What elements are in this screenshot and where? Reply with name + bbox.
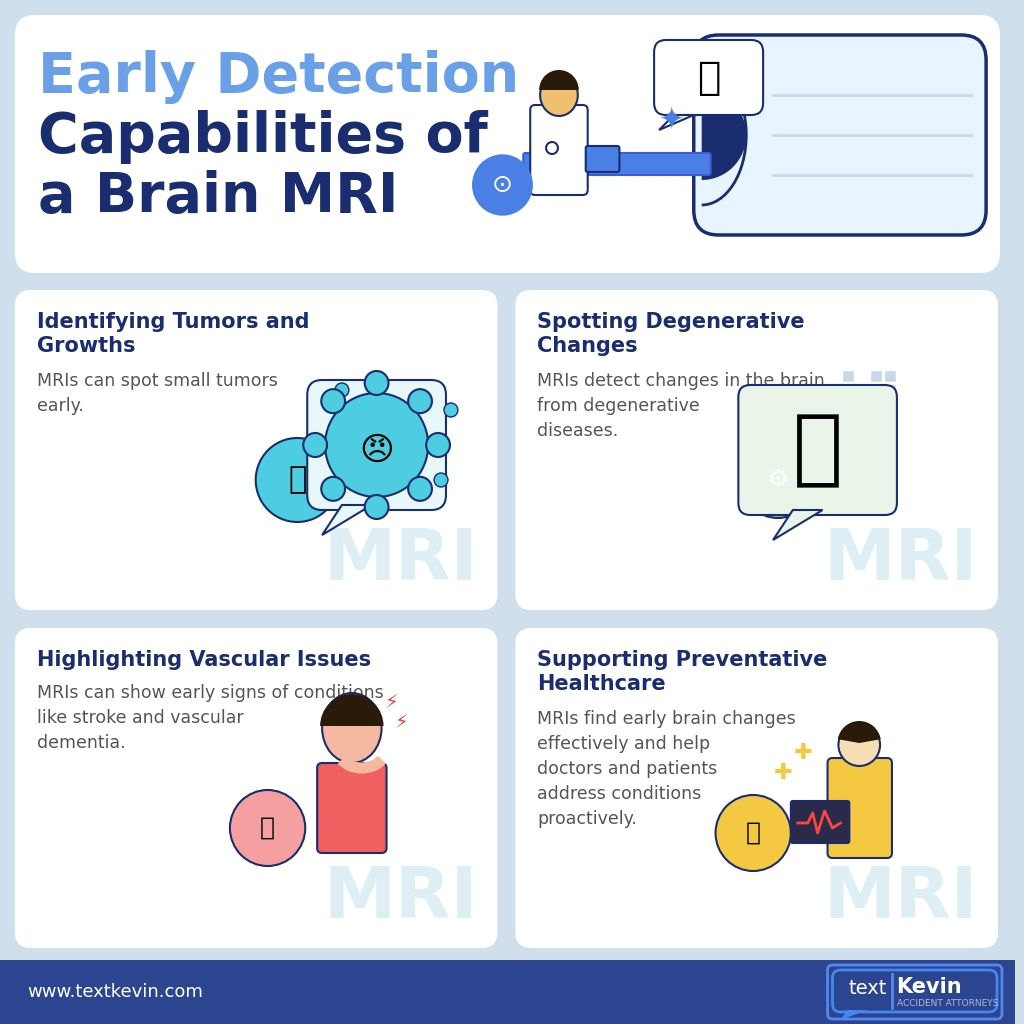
Circle shape — [409, 477, 432, 501]
FancyBboxPatch shape — [307, 380, 446, 510]
Text: 🏥: 🏥 — [745, 821, 761, 845]
FancyBboxPatch shape — [884, 412, 896, 424]
Text: 🧠: 🧠 — [697, 59, 720, 97]
Text: MRIs can show early signs of conditions
like stroke and vascular
dementia.: MRIs can show early signs of conditions … — [37, 684, 383, 752]
FancyBboxPatch shape — [870, 398, 882, 410]
Circle shape — [322, 389, 345, 413]
FancyBboxPatch shape — [843, 398, 854, 410]
Wedge shape — [838, 721, 881, 743]
Ellipse shape — [540, 74, 578, 116]
Text: www.textkevin.com: www.textkevin.com — [28, 983, 204, 1001]
Wedge shape — [540, 70, 579, 90]
Polygon shape — [841, 1010, 867, 1020]
Polygon shape — [773, 510, 822, 540]
Circle shape — [409, 389, 432, 413]
Circle shape — [426, 433, 450, 457]
FancyBboxPatch shape — [0, 961, 1015, 1024]
Text: Early Detection: Early Detection — [38, 50, 519, 104]
FancyBboxPatch shape — [15, 290, 498, 610]
Text: Supporting Preventative
Healthcare: Supporting Preventative Healthcare — [538, 650, 827, 694]
Wedge shape — [321, 694, 384, 726]
FancyBboxPatch shape — [693, 35, 986, 234]
Text: ✚: ✚ — [773, 763, 793, 783]
Text: 😠: 😠 — [359, 433, 394, 467]
FancyBboxPatch shape — [515, 628, 998, 948]
FancyBboxPatch shape — [884, 398, 896, 410]
FancyBboxPatch shape — [654, 40, 763, 115]
Text: ⚙: ⚙ — [767, 468, 790, 492]
Polygon shape — [659, 115, 693, 130]
Circle shape — [473, 155, 532, 215]
FancyBboxPatch shape — [856, 384, 868, 396]
FancyBboxPatch shape — [884, 370, 896, 382]
FancyBboxPatch shape — [884, 384, 896, 396]
Text: Identifying Tumors and
Growths: Identifying Tumors and Growths — [37, 312, 309, 356]
Text: ✦: ✦ — [659, 105, 685, 134]
Circle shape — [256, 438, 339, 522]
Circle shape — [335, 383, 349, 397]
Text: ✚: ✚ — [794, 743, 812, 763]
Ellipse shape — [839, 724, 880, 766]
FancyBboxPatch shape — [791, 801, 849, 843]
Text: Spotting Degenerative
Changes: Spotting Degenerative Changes — [538, 312, 805, 356]
FancyBboxPatch shape — [870, 412, 882, 424]
Text: MRI: MRI — [324, 864, 477, 933]
Text: MRI: MRI — [823, 526, 978, 595]
FancyBboxPatch shape — [827, 965, 1001, 1019]
Text: MRIs detect changes in the brain
from degenerative
diseases.: MRIs detect changes in the brain from de… — [538, 372, 825, 440]
Text: 🫀: 🫀 — [260, 816, 275, 840]
Text: MRIs can spot small tumors
early.: MRIs can spot small tumors early. — [37, 372, 278, 415]
Text: text: text — [848, 980, 887, 998]
FancyBboxPatch shape — [833, 970, 997, 1012]
FancyBboxPatch shape — [515, 290, 998, 610]
Text: MRIs find early brain changes
effectively and help
doctors and patients
address : MRIs find early brain changes effectivel… — [538, 710, 796, 828]
Text: MRI: MRI — [823, 864, 978, 933]
Circle shape — [716, 795, 791, 871]
FancyBboxPatch shape — [738, 385, 897, 515]
Text: Highlighting Vascular Issues: Highlighting Vascular Issues — [37, 650, 371, 670]
FancyBboxPatch shape — [827, 758, 892, 858]
Ellipse shape — [323, 693, 382, 763]
FancyBboxPatch shape — [15, 628, 498, 948]
Circle shape — [322, 477, 345, 501]
Circle shape — [740, 442, 816, 518]
Text: Kevin: Kevin — [896, 977, 962, 997]
Text: ⊙: ⊙ — [492, 173, 513, 197]
Circle shape — [303, 433, 327, 457]
Text: ⚡: ⚡ — [385, 693, 398, 713]
FancyBboxPatch shape — [586, 146, 620, 172]
Wedge shape — [701, 90, 746, 180]
FancyBboxPatch shape — [843, 370, 854, 382]
FancyBboxPatch shape — [856, 412, 868, 424]
Text: ACCIDENT ATTORNEYS: ACCIDENT ATTORNEYS — [897, 998, 998, 1008]
Text: a Brain MRI: a Brain MRI — [38, 170, 398, 224]
Text: 🦠: 🦠 — [288, 466, 306, 495]
FancyBboxPatch shape — [317, 763, 386, 853]
FancyBboxPatch shape — [523, 153, 711, 175]
Text: ⚡: ⚡ — [394, 714, 409, 732]
Circle shape — [434, 473, 447, 487]
Text: Capabilities of: Capabilities of — [38, 110, 487, 164]
FancyBboxPatch shape — [870, 384, 882, 396]
Text: 🧠: 🧠 — [793, 410, 843, 490]
Circle shape — [325, 393, 428, 497]
Text: MRI: MRI — [324, 526, 477, 595]
Circle shape — [444, 403, 458, 417]
Circle shape — [365, 371, 388, 395]
Circle shape — [230, 790, 305, 866]
FancyBboxPatch shape — [15, 15, 1000, 273]
FancyBboxPatch shape — [870, 370, 882, 382]
Polygon shape — [323, 505, 372, 535]
Circle shape — [365, 495, 388, 519]
FancyBboxPatch shape — [530, 105, 588, 195]
